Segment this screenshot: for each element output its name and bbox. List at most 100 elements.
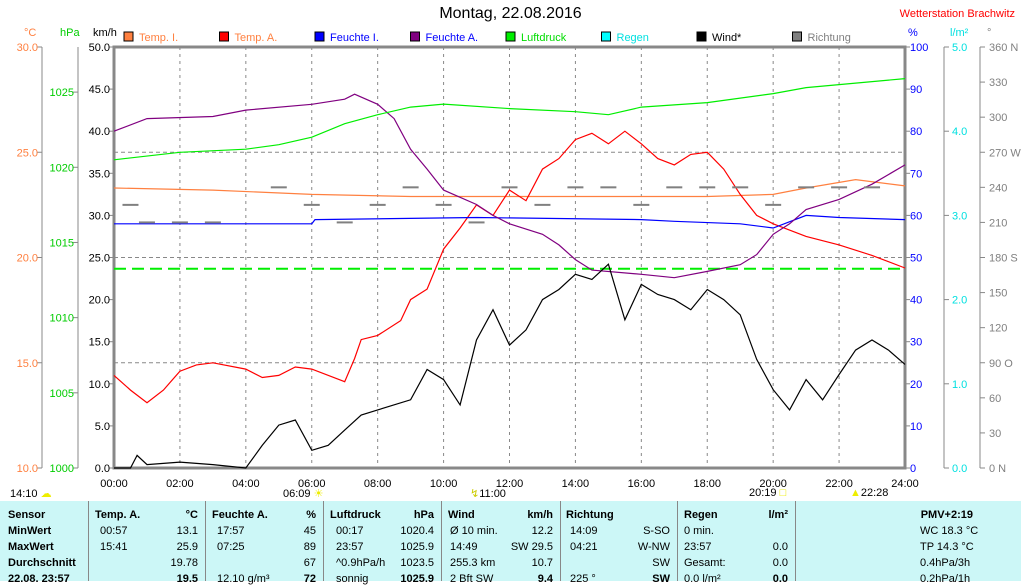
druck-time: ^0.9hPa/h [336,557,386,569]
direction-mark [666,186,683,189]
axis-tick-label: 210 [989,217,1007,229]
axis-tick-label: 10.0 [89,379,110,391]
legend-swatch [219,31,229,42]
axis-tick-label: 1005 [50,388,74,400]
direction-mark [402,186,419,189]
axis-tick-label: 90 [910,84,922,96]
regen-time: 0 min. [684,525,714,537]
axis-tick-label: 4.0 [952,126,967,138]
legend-label: Feuchte A. [426,32,479,44]
header-wind: Wind [448,509,475,521]
axis-tick-label: 120 [989,323,1007,335]
druck-time: 00:17 [336,525,364,537]
lightning-marker: ↯11:00 [470,488,506,500]
richtung-value: S-SO [643,525,670,537]
header-pmv: PMV+2:19 [920,509,973,521]
direction-mark [171,221,188,224]
axis-tick-label: 1025 [50,87,74,99]
axis-unit-2: km/h [93,27,117,39]
axis-unit-5: ° [987,27,991,39]
druck-value: 1025.9 [400,573,434,585]
axis-tick-label: 150 [989,288,1007,300]
direction-mark [468,221,485,224]
sunset-marker: 20:19 □ [749,487,787,499]
direction-mark [369,203,386,206]
axis-tick-label: 40.0 [89,126,110,138]
header-temp: Temp. A. [95,509,141,521]
axis-tick-label: 20.0 [17,253,38,265]
extra-value: 0.2hPa/1h [920,573,971,585]
axis-tick-label: 1010 [50,313,74,325]
direction-mark [765,203,782,206]
legend-label: Luftdruck [521,32,567,44]
legend-swatch [314,31,325,42]
series-wind- [114,263,906,469]
richtung-time: 04:21 [570,541,598,553]
weather-chart: 00:00 02:00 04:00 06:00 08:00 10:00 12:00 14:00… [17,27,1021,490]
legend-label: Regen [617,32,649,44]
axis-tick-label: 50 [910,253,922,265]
richtung-value: W-NW [637,541,670,553]
row-label: MinWert [8,525,52,537]
wind-value: 10.7 [531,557,553,569]
axis-tick-label: 360 N [989,42,1018,54]
axis-tick-label: 330 [989,77,1007,89]
axis-tick-label: 90 O [989,358,1013,370]
axis-tick-label: 30.0 [89,210,110,222]
x-tick-label: 24:00 [891,478,919,490]
axis-tick-label: 25.0 [89,253,110,265]
axis-tick-label: 45.0 [89,84,110,96]
extra-value: WC 18.3 °C [920,525,979,537]
feuchte-time: 07:25 [217,541,245,553]
header-regen: Regen [684,509,718,521]
axis-tick-label: 40 [910,295,922,307]
direction-mark [501,186,518,189]
direction-mark [303,203,320,206]
row-label: 22.08. 23:57 [8,573,70,585]
druck-time: sonnig [336,573,369,585]
legend-label: Richtung [808,32,851,44]
axis-tick-label: 300 [989,112,1007,124]
direction-mark [633,203,650,206]
series-temp-i- [113,178,906,198]
axis-tick-label: 60 [910,210,922,222]
axis-tick-label: 1000 [50,463,74,475]
druck-value: 1023.5 [400,557,434,569]
axis-tick-label: 20 [910,379,922,391]
regen-value: 0.0 [772,541,788,553]
axis-unit-3: % [908,27,918,39]
druck-time: 23:57 [336,541,364,553]
direction-mark [270,186,287,189]
legend-swatch [123,31,134,42]
legend-label: Temp. I. [139,32,178,44]
richtung-value: SW [652,573,670,585]
x-tick-label: 22:00 [825,478,853,490]
moon-marker: ▲22:28 [850,487,889,499]
x-tick-label: 12:00 [496,478,524,490]
header-wind-unit: km/h [527,509,553,521]
direction-mark [864,186,881,189]
row-label: Durchschnitt [8,557,76,569]
x-tick-label: 14:00 [562,478,590,490]
header-luftdruck-unit: hPa [413,509,434,521]
axis-tick-label: 50.0 [89,42,110,54]
header-temp-unit: °C [185,509,198,521]
marker-left: 14:10 ☁ [10,488,52,500]
axis-tick-label: 70 [910,168,922,180]
legend-swatch [410,31,420,42]
temp-value: 19.78 [170,557,198,569]
feuchte-value: 72 [303,573,316,585]
axis-unit-1: hPa [60,27,80,39]
direction-mark [600,186,617,189]
druck-value: 1020.4 [400,525,434,537]
legend-label: Wind* [712,32,742,44]
header-luftdruck: Luftdruck [330,509,381,521]
series-feuchte-i- [114,214,906,229]
axis-tick-label: 0 [910,463,916,475]
header-regen-unit: l/m² [768,509,788,521]
richtung-time: 14:09 [570,525,598,537]
temp-value: 25.9 [176,541,198,553]
axis-tick-label: 25.0 [17,147,38,159]
legend-label: Temp. A. [235,32,278,44]
regen-time: 23:57 [684,541,712,553]
